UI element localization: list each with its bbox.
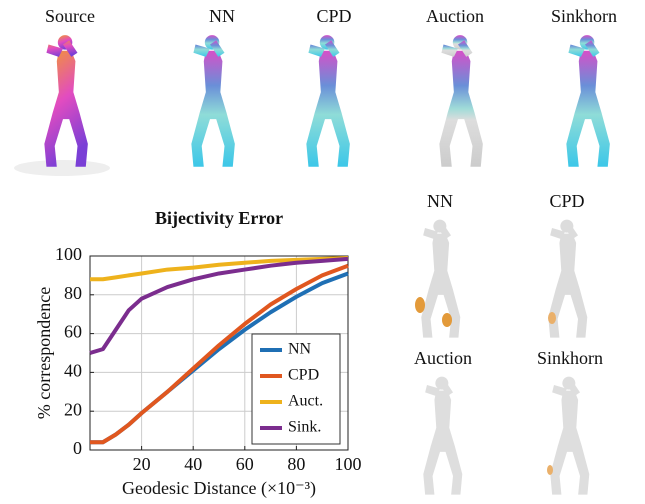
shape <box>306 35 350 167</box>
label: CPD <box>549 191 584 211</box>
chart-title: Bijectivity Error <box>155 208 283 228</box>
y-tick-label: 80 <box>64 283 82 303</box>
top-labels: Source NN CPD Auction Sinkhorn <box>45 6 617 26</box>
x-tick-label: 100 <box>335 454 362 474</box>
x-tick-label: 80 <box>287 454 305 474</box>
figure: Source NN CPD Auction Sinkhorn NN CPD Au… <box>0 0 645 504</box>
source-shape <box>44 35 87 167</box>
chart: Bijectivity Error Geodesic Distance (×10… <box>34 208 361 499</box>
label: Source <box>45 6 95 26</box>
label: Sinkhorn <box>537 348 603 368</box>
top-shapes <box>14 35 610 176</box>
y-tick-label: 100 <box>55 244 82 264</box>
y-tick-label: 0 <box>73 438 82 458</box>
legend-label: NN <box>288 341 312 358</box>
shadow <box>14 160 110 176</box>
legend: NN CPD Auct. Sink. <box>252 334 340 444</box>
shape <box>423 377 462 495</box>
error-patch <box>442 313 452 327</box>
shape <box>439 35 483 167</box>
shape <box>550 377 589 495</box>
y-tick-label: 20 <box>64 399 82 419</box>
label: NN <box>427 191 453 211</box>
label: Auction <box>426 6 484 26</box>
y-tick-label: 60 <box>64 322 82 342</box>
shape <box>566 35 610 167</box>
label: Sinkhorn <box>551 6 617 26</box>
legend-label: CPD <box>288 367 319 384</box>
legend-label: Auct. <box>288 393 323 410</box>
shape <box>421 220 460 338</box>
label: Auction <box>414 348 472 368</box>
label: NN <box>209 6 235 26</box>
legend-label: Sink. <box>288 419 321 436</box>
shape <box>191 35 235 167</box>
y-tick-label: 40 <box>64 361 82 381</box>
x-tick-label: 40 <box>184 454 202 474</box>
error-patch <box>547 465 553 475</box>
x-tick-label: 60 <box>236 454 254 474</box>
error-patch <box>548 312 556 324</box>
y-axis-label: % correspondence <box>34 287 54 419</box>
label: CPD <box>316 6 351 26</box>
error-patch <box>415 297 425 313</box>
x-axis-label: Geodesic Distance (×10⁻³) <box>122 478 316 499</box>
x-tick-label: 20 <box>133 454 151 474</box>
